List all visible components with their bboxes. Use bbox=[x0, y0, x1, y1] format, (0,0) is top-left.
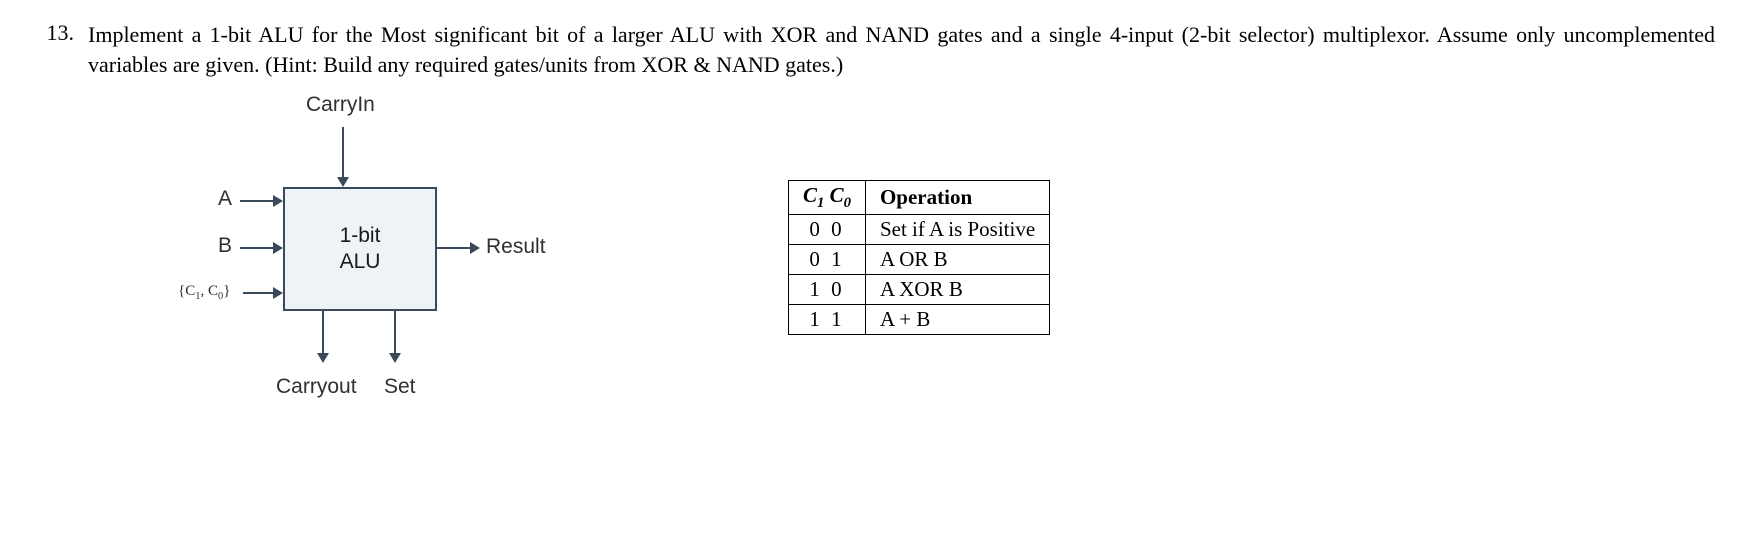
a-arrow-head bbox=[273, 195, 283, 207]
a-label: A bbox=[218, 187, 232, 211]
table-header-sel: C1 C0 bbox=[789, 180, 866, 214]
b-label: B bbox=[218, 234, 232, 258]
table-row: 0 1 A OR B bbox=[789, 244, 1050, 274]
table-row: 1 1 A + B bbox=[789, 304, 1050, 334]
alu-diagram: CarryIn A B {C1, C0} 1-bit bbox=[88, 87, 548, 427]
table-cell-op: A OR B bbox=[865, 244, 1049, 274]
result-label: Result bbox=[486, 235, 546, 259]
header-c0: C0 bbox=[830, 183, 851, 207]
carryout-arrow-line bbox=[322, 309, 324, 353]
set-arrow-line bbox=[394, 309, 396, 353]
set-label: Set bbox=[384, 375, 416, 399]
b-arrow-head bbox=[273, 242, 283, 254]
carryout-arrow-head bbox=[317, 353, 329, 363]
table-row: 1 0 A XOR B bbox=[789, 274, 1050, 304]
sel-arrow-line bbox=[243, 292, 273, 294]
carryout-label: Carryout bbox=[276, 375, 357, 399]
alu-box: 1-bit ALU bbox=[283, 187, 437, 311]
selector-label: {C1, C0} bbox=[178, 283, 230, 302]
table-cell-op: A + B bbox=[865, 304, 1049, 334]
carryin-label: CarryIn bbox=[306, 93, 375, 117]
b-arrow-line bbox=[240, 247, 273, 249]
table-cell-op: A XOR B bbox=[865, 274, 1049, 304]
carryin-arrow-line bbox=[342, 127, 344, 177]
table-cell-sel: 0 1 bbox=[789, 244, 866, 274]
alu-box-line2: ALU bbox=[340, 249, 381, 275]
table-cell-sel: 1 1 bbox=[789, 304, 866, 334]
set-arrow-head bbox=[389, 353, 401, 363]
table-cell-sel: 1 0 bbox=[789, 274, 866, 304]
problem-number: 13. bbox=[40, 20, 74, 46]
sel-arrow-head bbox=[273, 287, 283, 299]
a-arrow-line bbox=[240, 200, 273, 202]
result-arrow-line bbox=[435, 247, 470, 249]
table-header-op: Operation bbox=[865, 180, 1049, 214]
table-cell-op: Set if A is Positive bbox=[865, 214, 1049, 244]
problem-text: Implement a 1-bit ALU for the Most signi… bbox=[88, 20, 1715, 79]
table-cell-sel: 0 0 bbox=[789, 214, 866, 244]
figure-row: CarryIn A B {C1, C0} 1-bit bbox=[88, 87, 1715, 427]
table-header-row: C1 C0 Operation bbox=[789, 180, 1050, 214]
table-row: 0 0 Set if A is Positive bbox=[789, 214, 1050, 244]
problem-container: 13. Implement a 1-bit ALU for the Most s… bbox=[40, 20, 1715, 427]
result-arrow-head bbox=[470, 242, 480, 254]
operation-table: C1 C0 Operation 0 0 Set if A is Positive… bbox=[788, 180, 1050, 335]
problem-body: Implement a 1-bit ALU for the Most signi… bbox=[88, 20, 1715, 427]
alu-box-line1: 1-bit bbox=[340, 223, 381, 249]
header-c1: C1 bbox=[803, 183, 824, 207]
carryin-arrow-head bbox=[337, 177, 349, 187]
